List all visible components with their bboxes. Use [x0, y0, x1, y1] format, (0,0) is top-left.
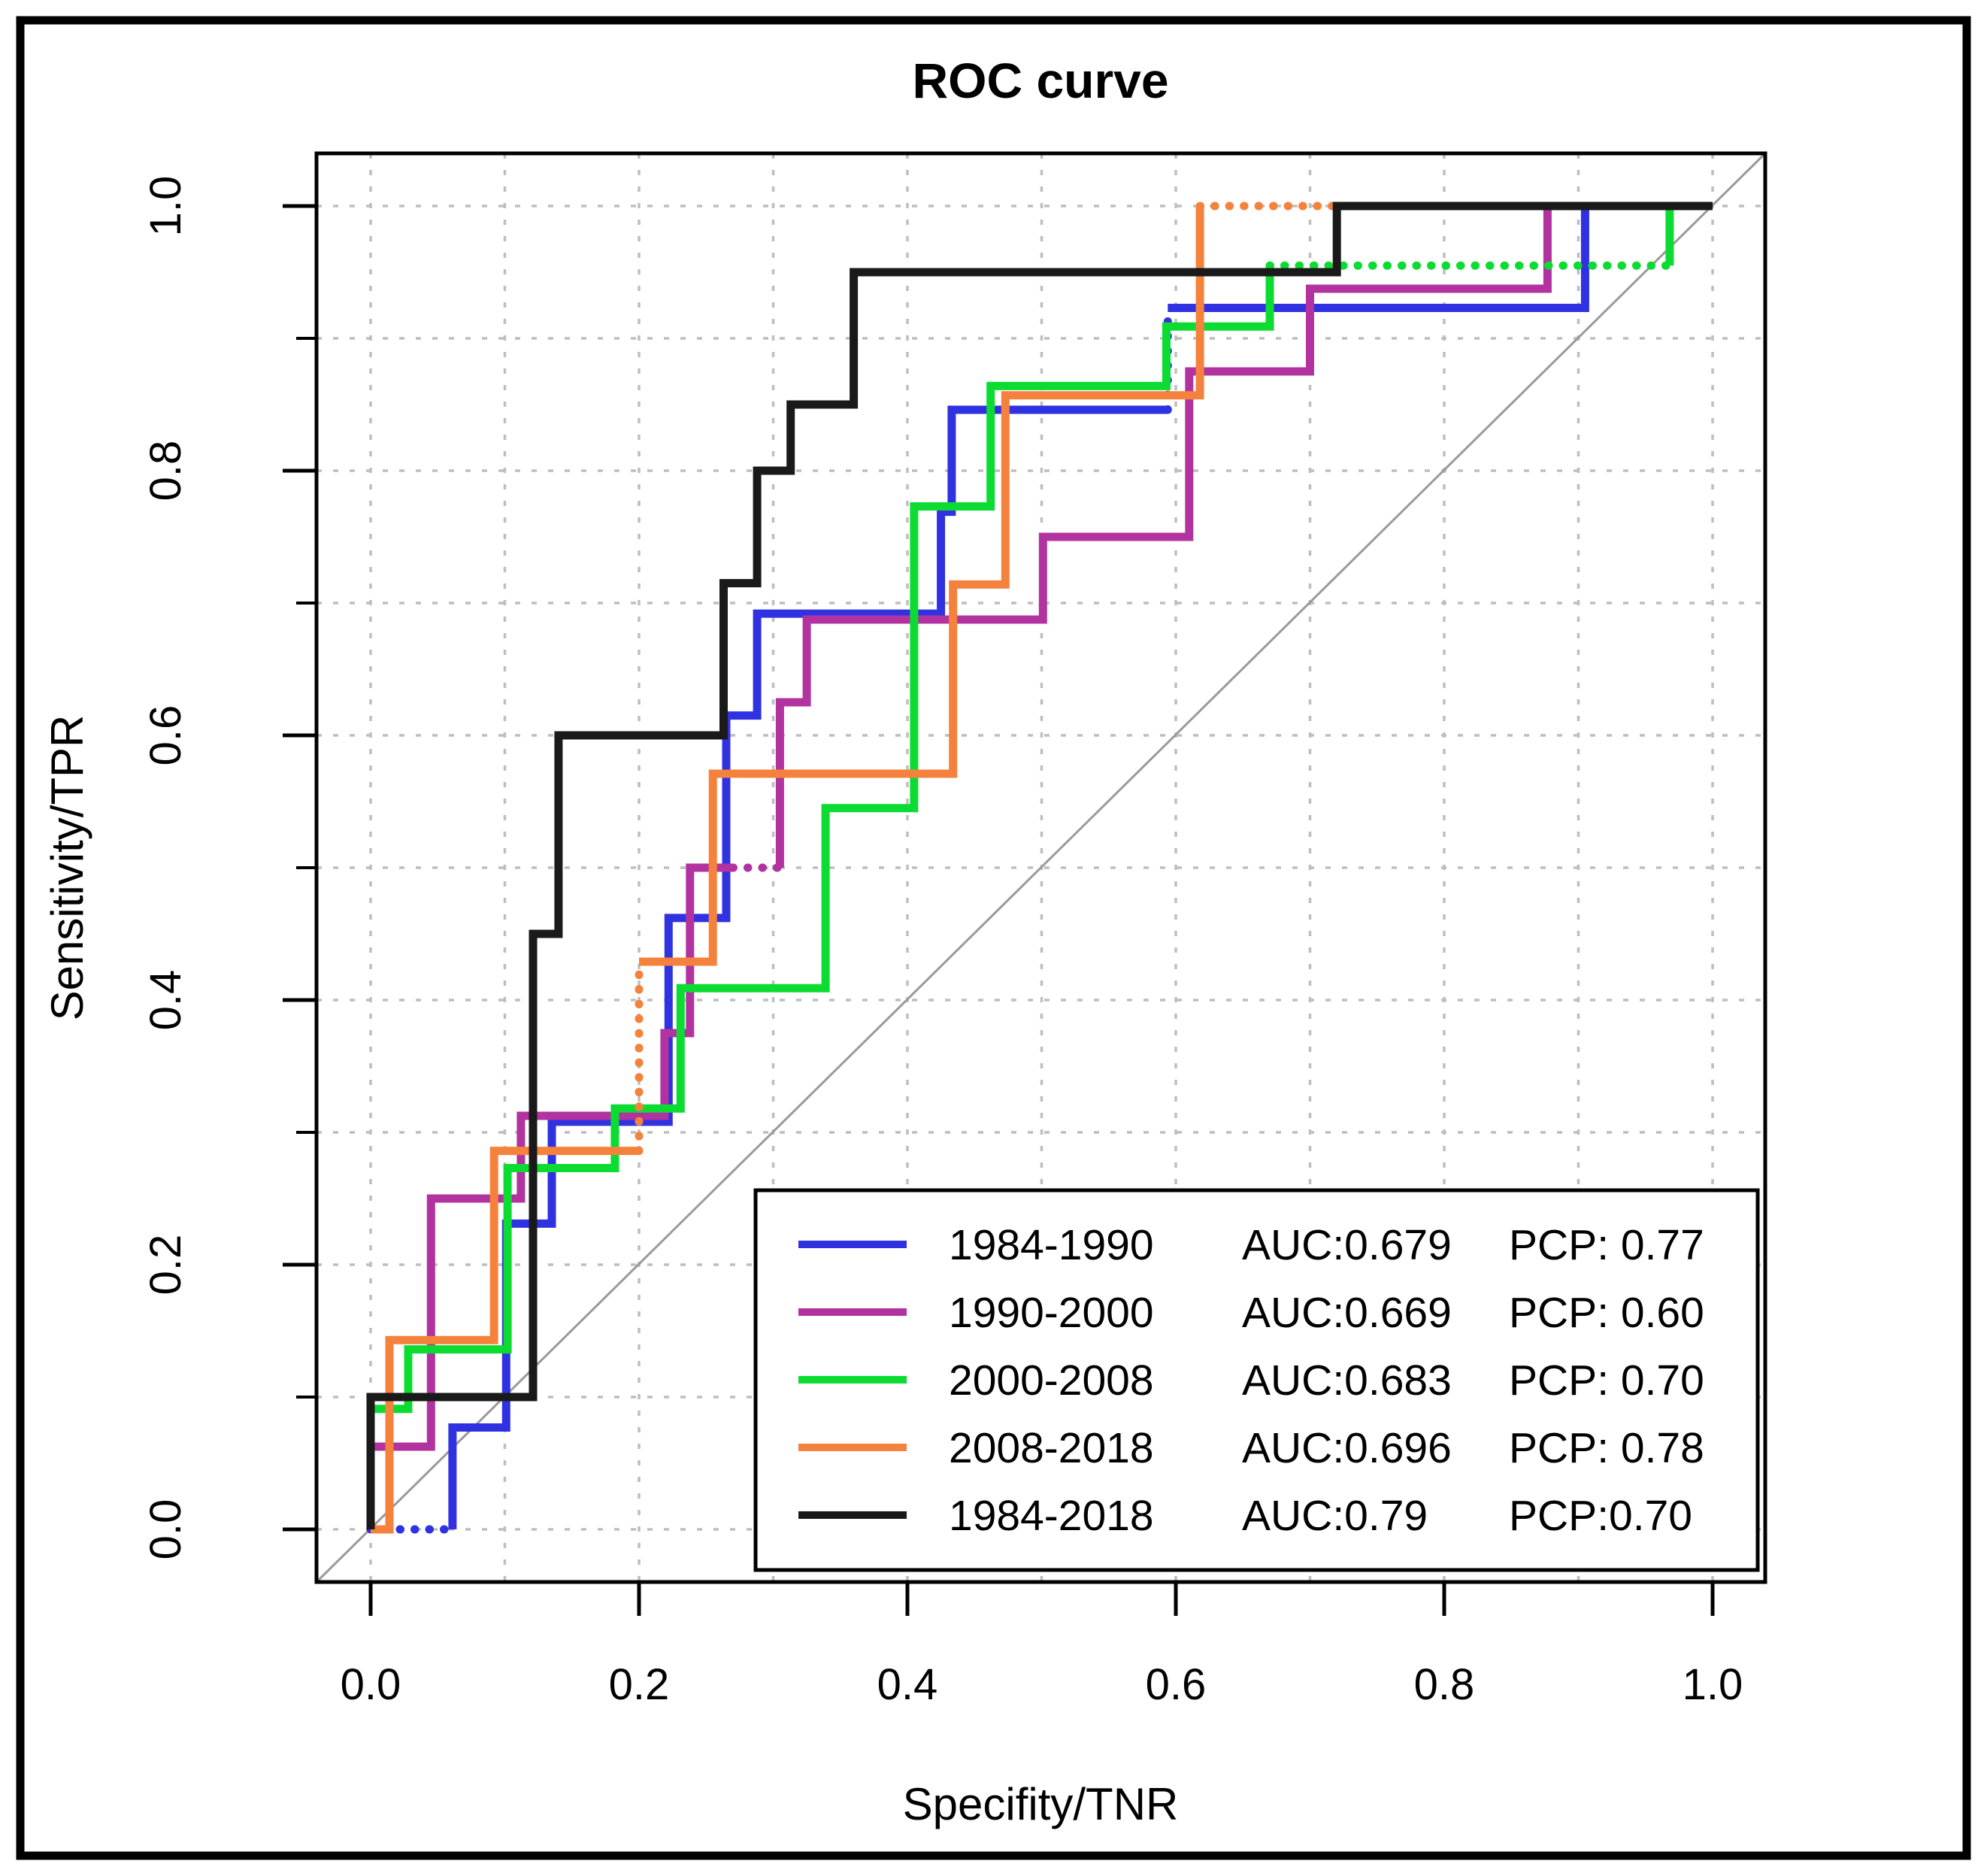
x-tick-label: 0.0: [341, 1660, 401, 1709]
y-tick-label: 0.6: [141, 705, 190, 766]
y-tick-label: 0.0: [141, 1499, 190, 1560]
x-axis-label: Specifity/TNR: [903, 1779, 1179, 1829]
y-tick-label: 0.2: [141, 1235, 190, 1296]
legend-pcp-value: PCP: 0.60: [1509, 1289, 1704, 1337]
diagonal-line: [315, 152, 1767, 1584]
y-tick-label: 0.4: [141, 970, 190, 1031]
legend-row-2000-2008: 2000-2008 AUC:0.683 PCP: 0.70: [798, 1356, 1704, 1405]
y-tick-label: 1.0: [141, 176, 190, 237]
legend-pcp-value: PCP: 0.77: [1509, 1221, 1704, 1269]
legend-pcp-value: PCP: 0.70: [1509, 1356, 1704, 1405]
legend-period-label: 1990-2000: [949, 1289, 1154, 1337]
legend-row-2008-2018: 2008-2018 AUC:0.696 PCP: 0.78: [798, 1424, 1704, 1472]
legend-pcp-value: PCP: 0.78: [1509, 1424, 1704, 1472]
roc-curve-1984-2018: [366, 202, 1713, 1529]
legend-auc-value: AUC:0.683: [1242, 1356, 1452, 1405]
legend-row-1984-1990: 1984-1990 AUC:0.679 PCP: 0.77: [798, 1221, 1704, 1269]
roc-curves: [366, 202, 1713, 1534]
figure-border: [16, 16, 1971, 1860]
y-axis-label: Sensitivity/TPR: [42, 715, 92, 1021]
x-tick-label: 1.0: [1683, 1660, 1743, 1709]
x-tick-label: 0.6: [1146, 1660, 1207, 1709]
x-tick-label: 0.8: [1414, 1660, 1475, 1709]
legend-row-1990-2000: 1990-2000 AUC:0.669 PCP: 0.60: [798, 1289, 1704, 1337]
legend-row-1984-2018: 1984-2018 AUC:0.79 PCP:0.70: [798, 1492, 1692, 1540]
legend-pcp-value: PCP:0.70: [1509, 1492, 1692, 1540]
y-tick-label: 0.8: [141, 441, 190, 502]
x-tick-label: 0.4: [877, 1660, 938, 1709]
legend-box: [753, 1188, 1760, 1572]
legend-auc-value: AUC:0.79: [1242, 1492, 1428, 1540]
legend-period-label: 2000-2008: [949, 1356, 1154, 1405]
legend-period-label: 1984-2018: [949, 1492, 1154, 1540]
legend-auc-value: AUC:0.669: [1242, 1289, 1452, 1337]
legend-period-label: 1984-1990: [949, 1221, 1154, 1269]
legend: 1984-1990 AUC:0.679 PCP: 0.77 1990-2000 AUC:…: [753, 1188, 1760, 1572]
chart-title: ROC curve: [912, 53, 1168, 108]
legend-auc-value: AUC:0.696: [1242, 1424, 1452, 1472]
axes: 0.0 0.2 0.4 0.6 0.8 1.0 0.0 0.2 0.4 0.6 0.8 1.0: [141, 151, 1767, 1709]
roc-curve-1990-2000: [366, 202, 1713, 1529]
legend-period-label: 2008-2018: [949, 1424, 1154, 1472]
x-tick-label: 0.2: [609, 1660, 670, 1709]
legend-auc-value: AUC:0.679: [1242, 1221, 1452, 1269]
diagonal-reference-line: [315, 152, 1767, 1584]
